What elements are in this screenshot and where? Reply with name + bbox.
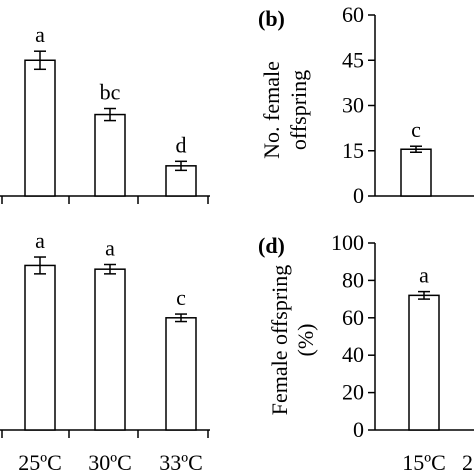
panel-d-y-tick-label: 0 [353, 417, 364, 442]
panel-a-significance-letter: a [35, 22, 45, 47]
panel-d-y-tick-label: 40 [342, 342, 364, 367]
panel-d-bar [408, 294, 440, 431]
panel-d-y-tick-label: 60 [342, 305, 364, 330]
panel-a-significance-letter: d [176, 132, 187, 157]
panel-d-ylabel-line1: Female offspring [267, 265, 292, 416]
panel-c-bar [165, 317, 197, 431]
panel-d-y-tick-label: 20 [342, 380, 364, 405]
panel-b-ylabel-line2: offspring [286, 70, 311, 150]
panel-d-significance-letter: a [419, 263, 429, 288]
panel-b-y-tick-label: 30 [342, 93, 364, 118]
panel-b-y-tick-label: 45 [342, 47, 364, 72]
panel-c-x-category-label: 33ºC [159, 450, 203, 474]
panel-c-significance-letter: a [105, 236, 115, 261]
panel-a-significance-letter: bc [100, 80, 121, 105]
panel-d-x-category-label: 15ºC [402, 450, 446, 474]
panel-b-y-tick-label: 0 [353, 183, 364, 208]
panel-a: a bc d [0, 22, 210, 204]
panel-d-label: (d) [258, 233, 285, 258]
panel-b-significance-letter: c [411, 117, 421, 142]
panel-a-bar [94, 113, 126, 197]
panel-c-x-category-label: 30ºC [88, 450, 132, 474]
panel-b-bar [400, 148, 432, 197]
panel-c-bar [94, 268, 126, 431]
panel-d-y-tick-label: 80 [342, 267, 364, 292]
panel-c: a a c 25ºC 30ºC 33ºC [0, 228, 210, 474]
panel-c-significance-letter: a [35, 228, 45, 253]
panel-b-y-tick-label: 60 [342, 2, 364, 27]
panel-b-ylabel-line1: No. female [259, 61, 284, 159]
panel-c-x-category-label: 25ºC [18, 450, 62, 474]
panel-d-y-tick-label: 100 [331, 230, 364, 255]
panel-a-bar [24, 59, 56, 197]
panel-b-y-tick-label: 15 [342, 138, 364, 163]
panel-d-ylabel-line2: (%) [293, 324, 318, 357]
panel-c-significance-letter: c [176, 285, 186, 310]
panel-c-bar [24, 264, 56, 431]
panel-d-partial-tick-label: 2 [462, 450, 473, 474]
panel-b-label: (b) [258, 6, 285, 31]
panel-b: (b) No. female offspring 0 15 30 45 60 c [258, 2, 474, 208]
